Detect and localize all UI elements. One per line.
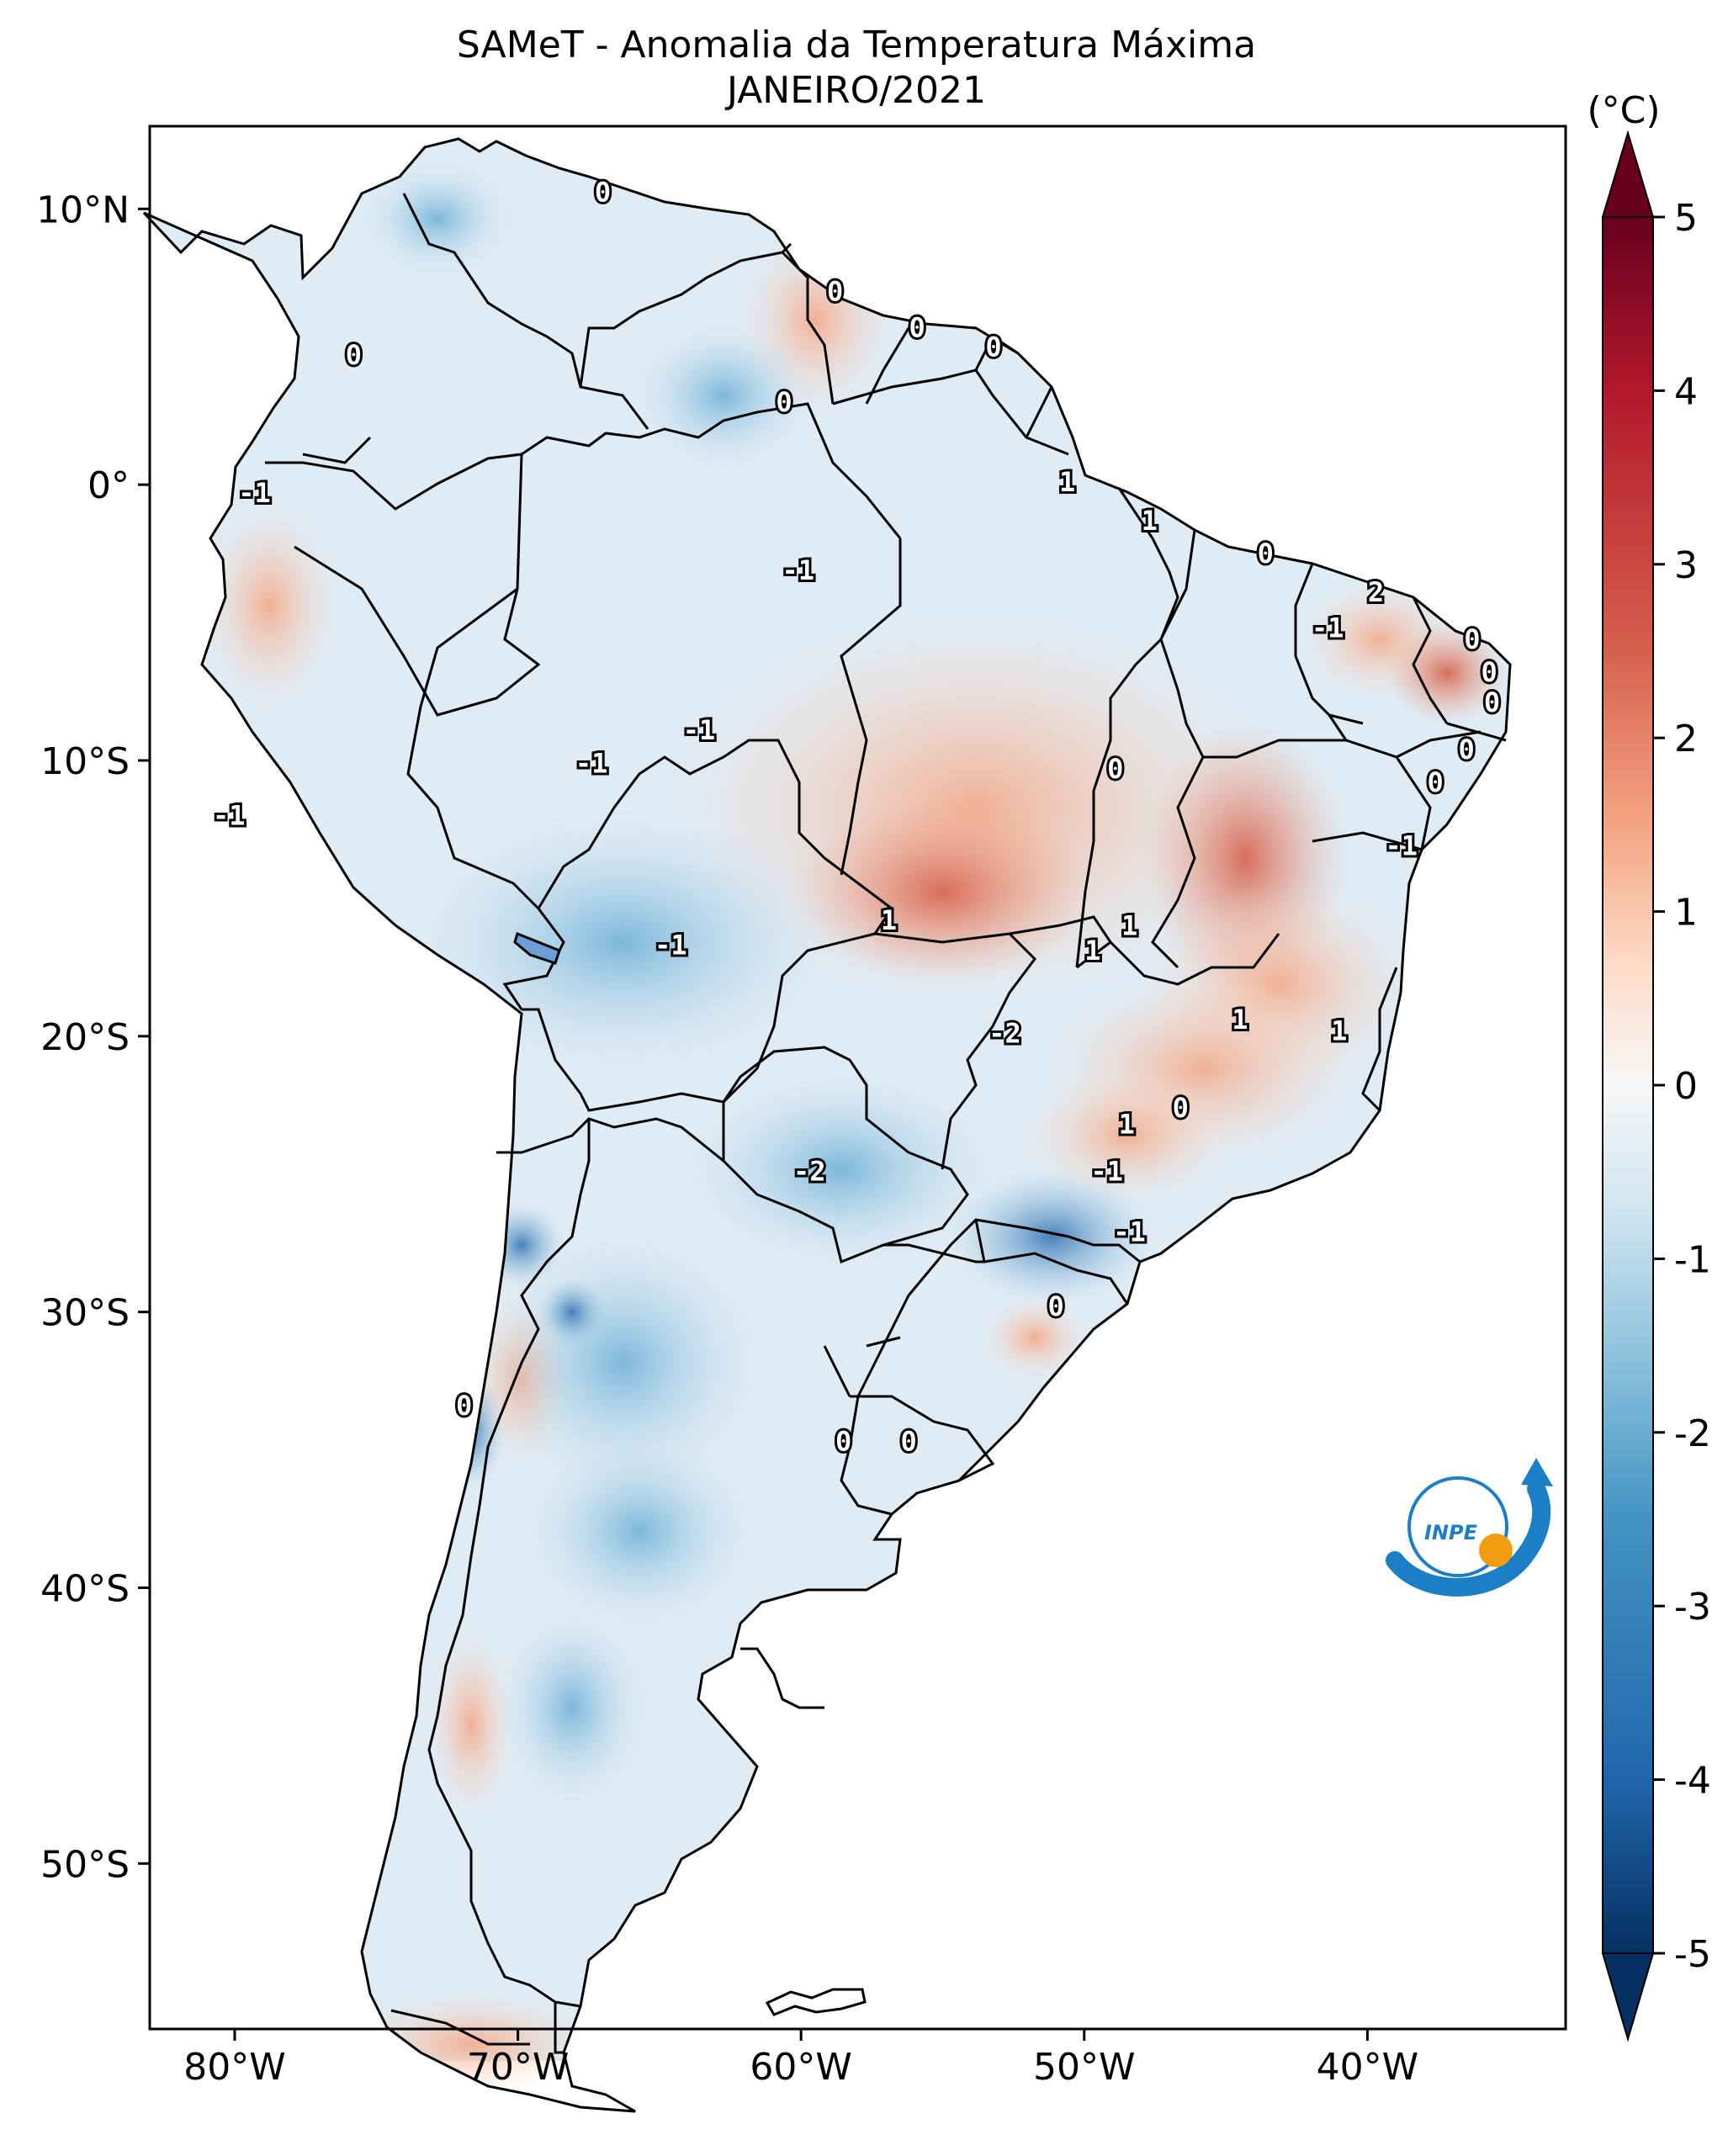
contour-label: 1 bbox=[1119, 1109, 1135, 1141]
chart-title-line2: JANEIRO/2021 bbox=[724, 69, 986, 112]
contour-label: 1 bbox=[1121, 910, 1137, 942]
contour-label: 0 bbox=[985, 331, 1001, 363]
inpe-logo-orbit-icon bbox=[1407, 1476, 1508, 1577]
contour-label: 1 bbox=[1059, 466, 1075, 498]
contour-label: -1 bbox=[238, 477, 271, 509]
contour-label: 0 bbox=[1459, 734, 1475, 765]
contour-label: 0 bbox=[827, 276, 843, 308]
contour-label: 0 bbox=[900, 1426, 916, 1458]
y-tick-label: 0° bbox=[87, 464, 130, 507]
y-tick-label: 20°S bbox=[40, 1016, 130, 1059]
contour-label: 0 bbox=[346, 339, 362, 371]
contour-label: -1 bbox=[1312, 612, 1344, 644]
contour-label: 1 bbox=[1084, 935, 1100, 967]
y-tick-label: 10°S bbox=[40, 740, 130, 783]
x-tick-label: 70°W bbox=[467, 2046, 570, 2089]
contour-label: -1 bbox=[782, 554, 815, 586]
inpe-logo-swoosh-icon bbox=[1386, 1480, 1551, 1597]
contour-label: -2 bbox=[793, 1155, 826, 1187]
colorbar-tick-label: 3 bbox=[1674, 544, 1698, 587]
y-axis: 10°N 0° 10°S 20°S 30°S 40°S 50°S bbox=[36, 188, 150, 1886]
map-axes-frame bbox=[148, 124, 1567, 2031]
colorbar-tick-label: -4 bbox=[1674, 1760, 1711, 1803]
colorbar-tick-label: 1 bbox=[1674, 892, 1698, 935]
contour-label: 0 bbox=[1173, 1092, 1189, 1124]
contour-label: -1 bbox=[575, 747, 608, 779]
x-tick-label: 40°W bbox=[1317, 2046, 1419, 2089]
y-tick-label: 40°S bbox=[40, 1567, 130, 1610]
y-tick-label: 10°N bbox=[36, 188, 130, 231]
contour-label: 1 bbox=[1142, 505, 1158, 537]
contour-label: -2 bbox=[989, 1018, 1021, 1050]
contour-label: -1 bbox=[1090, 1155, 1123, 1187]
contour-label: 0 bbox=[1464, 623, 1480, 655]
contour-label: 0 bbox=[776, 386, 792, 418]
colorbar: (°C) 5 4 3 2 1 0 -1 -2 -3 -4 -5 bbox=[1587, 89, 1711, 2042]
contour-label: 1 bbox=[1331, 1014, 1347, 1046]
colorbar-tick-label: -1 bbox=[1674, 1238, 1711, 1281]
colorbar-gradient bbox=[1602, 216, 1654, 1954]
x-axis: 80°W 70°W 60°W 50°W 40°W bbox=[183, 2029, 1418, 2089]
contour-label: 0 bbox=[1107, 753, 1123, 785]
contour-label: 0 bbox=[595, 177, 611, 209]
contour-label: 0 bbox=[1428, 766, 1444, 798]
contour-label: 1 bbox=[881, 904, 897, 936]
inpe-logo: INPE bbox=[1386, 1458, 1553, 1597]
colorbar-tick-label: -3 bbox=[1674, 1586, 1711, 1629]
contour-label: -1 bbox=[1113, 1216, 1146, 1248]
colorbar-tick-label: -5 bbox=[1674, 1933, 1711, 1976]
contour-label: 0 bbox=[1481, 656, 1497, 688]
contour-label: 0 bbox=[456, 1390, 472, 1422]
contour-label: 0 bbox=[835, 1426, 851, 1458]
y-tick-label: 50°S bbox=[40, 1843, 130, 1886]
x-tick-label: 50°W bbox=[1033, 2046, 1136, 2089]
colorbar-tick-label: 4 bbox=[1674, 370, 1698, 413]
chart-title-line1: SAMeT - Anomalia da Temperatura Máxima bbox=[457, 24, 1256, 66]
contour-label: -1 bbox=[1386, 830, 1418, 862]
colorbar-tick-label: 5 bbox=[1674, 197, 1698, 240]
colorbar-tick-label: 2 bbox=[1674, 718, 1698, 760]
colorbar-bottom-extend bbox=[1601, 1952, 1655, 2042]
inpe-logo-sun-icon bbox=[1479, 1534, 1513, 1567]
contour-label: 0 bbox=[1258, 538, 1274, 569]
contour-label: 0 bbox=[1484, 686, 1500, 718]
contour-label: 1 bbox=[1232, 1004, 1248, 1036]
x-tick-label: 60°W bbox=[750, 2046, 852, 2089]
contour-label: 2 bbox=[1368, 576, 1384, 608]
contour-label: -1 bbox=[213, 800, 246, 832]
inpe-logo-text: INPE bbox=[1424, 1521, 1478, 1544]
contour-label: 0 bbox=[1047, 1290, 1063, 1322]
political-borders bbox=[265, 193, 1507, 2054]
colorbar-tick-label: 0 bbox=[1674, 1065, 1698, 1108]
falkland-islands bbox=[765, 1988, 867, 2016]
y-tick-label: 30°S bbox=[40, 1292, 130, 1335]
colorbar-top-extend bbox=[1601, 130, 1655, 218]
contour-label: -1 bbox=[655, 930, 687, 961]
x-tick-label: 80°W bbox=[183, 2046, 286, 2089]
colorbar-ticks: 5 4 3 2 1 0 -1 -2 -3 -4 -5 bbox=[1653, 197, 1711, 1976]
inpe-logo-arrow-icon bbox=[1521, 1458, 1553, 1486]
contour-label: 0 bbox=[909, 311, 925, 343]
colorbar-tick-label: -2 bbox=[1674, 1412, 1711, 1455]
contour-label: -1 bbox=[683, 714, 716, 746]
lake-titicaca bbox=[513, 931, 561, 965]
colorbar-unit-label: (°C) bbox=[1587, 89, 1660, 132]
